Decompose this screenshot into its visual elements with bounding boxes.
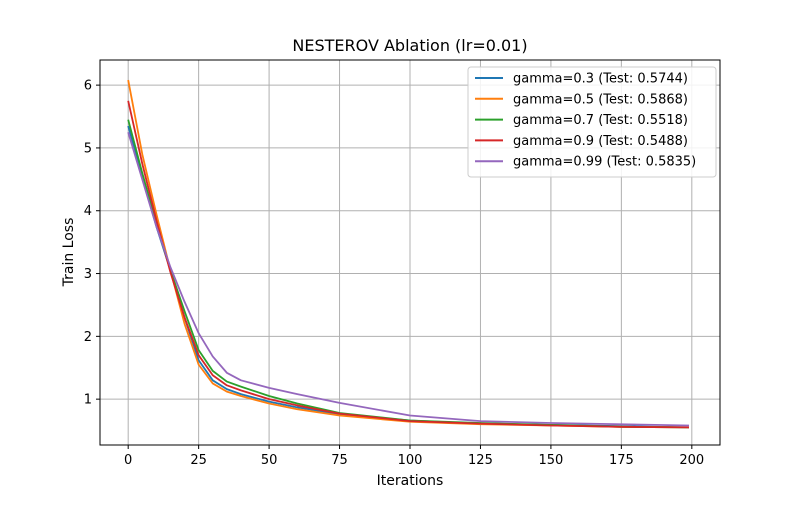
x-tick-label: 125 (468, 453, 493, 468)
legend-box (467, 66, 717, 178)
y-axis-label: Train Loss (61, 218, 77, 288)
legend-entry: gamma=0.99 (Test: 0.5835) (513, 155, 696, 170)
y-tick-label: 5 (84, 141, 92, 156)
legend-entry: gamma=0.5 (Test: 0.5868) (513, 92, 688, 107)
x-tick-label: 150 (538, 453, 563, 468)
series-lines (127, 79, 690, 429)
series-line (127, 131, 690, 427)
x-tick-label: 100 (398, 453, 423, 468)
y-tick-label: 2 (84, 330, 92, 345)
legend-entry: gamma=0.9 (Test: 0.5488) (513, 134, 688, 149)
x-tick-label: 200 (679, 453, 704, 468)
y-tick-label: 6 (84, 79, 92, 94)
y-tick-label: 1 (84, 393, 92, 408)
x-tick-label: 50 (261, 453, 278, 468)
x-tick-label: 25 (190, 453, 207, 468)
chart-title: NESTEROV Ablation (lr=0.01) (292, 36, 527, 55)
axis-ticks: 0 25 50 75 100 125 150 175 200 1 2 3 4 5 6 (84, 79, 705, 468)
x-tick-label: 75 (331, 453, 348, 468)
x-axis-label: Iterations (377, 473, 444, 489)
y-tick-label: 3 (84, 267, 92, 282)
legend-entry: gamma=0.3 (Test: 0.5744) (513, 72, 688, 87)
x-tick-label: 0 (124, 453, 132, 468)
legend: gamma=0.3 (Test: 0.5744) gamma=0.5 (Test:… (467, 66, 717, 178)
x-tick-label: 175 (609, 453, 634, 468)
legend-entry: gamma=0.7 (Test: 0.5518) (513, 113, 688, 128)
y-tick-label: 4 (84, 204, 92, 219)
